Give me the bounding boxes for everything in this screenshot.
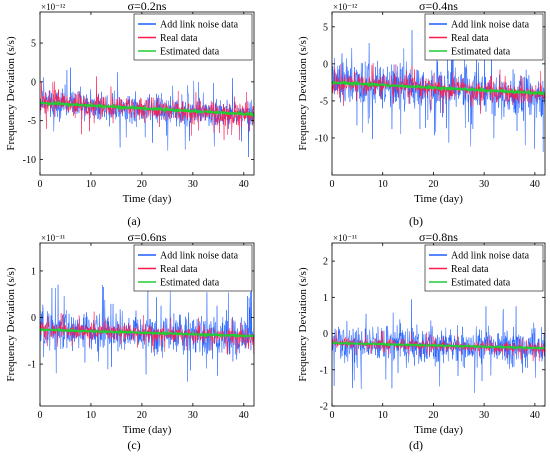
legend-entry: Real data [451,33,489,44]
series-line-1 [332,299,545,394]
panel-label: (a) [127,214,140,228]
legend-entry: Estimated data [451,47,511,58]
chart-panel-4: 0 10 20 30 40 -2 -1 0 1 2 ×10⁻¹¹ σ=0.8ns Time (day) F… [297,230,546,452]
y-tick-label: -2 [320,402,328,413]
x-tick-label: 30 [188,410,198,421]
legend-entry: Estimated data [451,278,511,289]
chart-title: σ=0.4ns [419,0,458,13]
y-tick-label: -1 [28,360,36,371]
y-multiplier: ×10⁻¹² [333,2,358,12]
series-group [332,29,545,153]
y-tick-label: 1 [31,266,36,277]
chart-title: σ=0.8ns [419,230,458,244]
panel-label: (d) [409,438,423,452]
legend: Add link noise data Real data Estimated da… [133,244,253,292]
y-tick-label: 5 [323,22,328,33]
y-tick-label: -5 [320,96,328,107]
y-tick-label: -5 [28,116,36,127]
legend-entry: Add link noise data [451,251,530,262]
legend: Add link noise data Real data Estimated da… [424,244,544,292]
legend-entry: Add link noise data [160,20,239,31]
series-group [332,299,545,394]
series-group [40,67,254,158]
x-tick-label: 40 [239,410,249,421]
axes-frame [39,11,255,176]
x-tick-label: 20 [428,410,438,421]
chart-title: σ=0.6ns [128,230,167,244]
y-tick-label: 5 [31,39,36,50]
legend-entry: Real data [160,33,198,44]
chart-panel-1: 0 10 20 30 40 -10 -5 0 5 ×10⁻¹² σ=0.2ns Time (day) F… [5,0,255,228]
y-axis-label: Frequency Deviation (s/s) [5,36,17,151]
legend: Add link noise data Real data Estimated da… [133,13,253,61]
x-tick-label: 0 [38,410,43,421]
x-tick-label: 40 [530,179,540,190]
x-tick-label: 30 [188,179,198,190]
x-tick-label: 0 [38,179,43,190]
x-tick-label: 0 [330,179,335,190]
x-tick-label: 40 [530,410,540,421]
x-axis-label: Time (day) [414,424,463,436]
x-tick-label: 20 [137,410,147,421]
y-axis-label: Frequency Deviation (s/s) [297,36,309,151]
legend-entry: Real data [160,264,198,275]
x-tick-label: 10 [378,410,388,421]
series-group [40,284,254,382]
legend-entry: Estimated data [160,278,220,289]
series-line-2 [332,330,545,362]
y-tick-label: 0 [31,313,36,324]
y-tick-label: 2 [323,257,328,268]
y-tick-label: 0 [31,77,36,88]
legend-entry: Add link noise data [160,251,239,262]
series-line-3 [332,80,545,96]
axes-frame [331,11,546,176]
x-tick-label: 10 [378,179,388,190]
x-axis-label: Time (day) [414,193,463,205]
series-line-1 [40,284,254,382]
x-tick-label: 0 [330,410,335,421]
axes-frame [39,242,255,407]
y-multiplier: ×10⁻¹² [41,2,66,12]
legend: Add link noise data Real data Estimated da… [424,13,544,61]
legend-entry: Real data [451,264,489,275]
series-line-3 [40,327,254,338]
legend-entry: Add link noise data [451,20,530,31]
legend-entry: Estimated data [160,47,220,58]
y-tick-label: 0 [323,329,328,340]
y-tick-label: 0 [323,59,328,70]
x-axis-label: Time (day) [123,193,172,205]
y-axis-label: Frequency Deviation (s/s) [297,267,309,382]
x-tick-label: 10 [86,410,96,421]
y-tick-label: -1 [320,365,328,376]
x-tick-label: 20 [137,179,147,190]
series-line-2 [40,311,254,355]
chart-panel-3: 0 10 20 30 40 -1 0 1 ×10⁻¹¹ σ=0.6ns Time (day) Freq… [5,230,255,452]
axes-frame [331,242,546,407]
y-axis-label: Frequency Deviation (s/s) [5,267,17,382]
panel-label: (c) [127,438,140,452]
series-line-3 [332,341,545,350]
y-tick-label: 1 [323,293,328,304]
x-axis-label: Time (day) [123,424,172,436]
x-tick-label: 10 [86,179,96,190]
y-multiplier: ×10⁻¹¹ [333,233,358,243]
y-multiplier: ×10⁻¹¹ [41,233,66,243]
series-line-3 [40,100,254,118]
y-tick-label: -10 [23,155,36,166]
x-tick-label: 20 [428,179,438,190]
x-tick-label: 30 [479,179,489,190]
y-tick-label: -10 [315,133,328,144]
x-tick-label: 40 [239,179,249,190]
x-tick-label: 30 [479,410,489,421]
chart-title: σ=0.2ns [128,0,167,13]
chart-panel-2: 0 10 20 30 40 -10 -5 0 5 ×10⁻¹² σ=0.4ns Time (day) F… [297,0,546,228]
panel-label: (b) [409,214,423,228]
